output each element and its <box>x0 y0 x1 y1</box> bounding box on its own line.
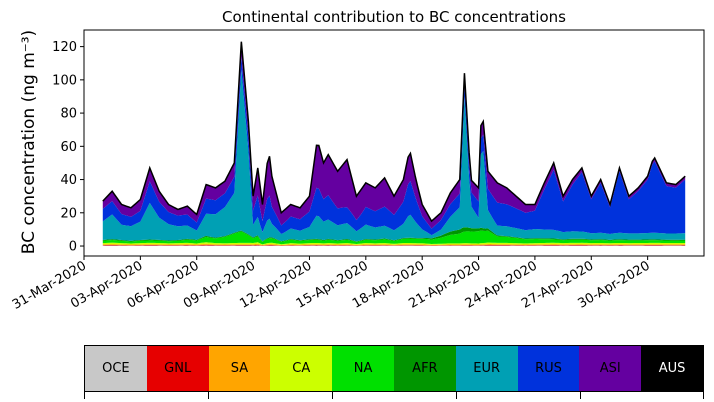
area-gnl <box>102 244 686 246</box>
y-tick-label: 120 <box>52 40 77 55</box>
y-tick-label: 40 <box>60 173 77 188</box>
legend-cell-eur: EUR <box>455 346 518 391</box>
legend-tick <box>208 392 209 399</box>
legend-cell-ca: CA <box>270 346 333 391</box>
plot-frame <box>83 29 705 257</box>
y-tick-label: 80 <box>60 107 77 122</box>
area-na <box>102 230 686 245</box>
area-oce <box>102 245 686 247</box>
y-tick-label: 60 <box>60 140 77 155</box>
legend-tick <box>580 392 581 399</box>
y-tick-label: 100 <box>52 73 77 88</box>
legend-cell-sa: SA <box>208 346 271 391</box>
y-tick-label: 0 <box>69 240 77 255</box>
legend-tick <box>703 392 704 399</box>
area-rus <box>102 56 686 236</box>
legend-cell-na: NA <box>332 346 394 391</box>
color-legend-bar: OCE GNL SA CA NA AFR EUR RUS ASI AUS <box>84 345 704 392</box>
bc-area-chart: Continental contribution to BC concentra… <box>10 8 705 313</box>
legend-cell-rus: RUS <box>517 346 580 391</box>
legend-tick <box>456 392 457 399</box>
legend-tick <box>84 392 85 399</box>
total-line <box>102 41 686 223</box>
total-line-group <box>102 41 686 223</box>
legend-cell-aus: AUS <box>641 346 703 391</box>
x-axis: 31-Mar-202003-Apr-202006-Apr-202009-Apr-… <box>10 256 653 313</box>
area-sa <box>102 243 686 246</box>
y-tick-label: 20 <box>60 206 77 221</box>
legend-cell-asi: ASI <box>579 346 642 391</box>
legend-cell-oce: OCE <box>85 346 147 391</box>
legend-ticks <box>84 392 704 400</box>
legend-cell-afr: AFR <box>393 346 456 391</box>
area-eur <box>102 69 686 242</box>
legend-tick <box>332 392 333 399</box>
y-axis-label: BC concentration (ng m⁻³) <box>19 30 39 254</box>
y-axis: 0 20 40 60 80 100 120 <box>52 40 84 255</box>
area-ca <box>102 242 686 246</box>
chart-title: Continental contribution to BC concentra… <box>222 8 566 26</box>
stacked-areas <box>102 41 686 247</box>
legend-cell-gnl: GNL <box>146 346 209 391</box>
area-afr <box>102 227 686 242</box>
